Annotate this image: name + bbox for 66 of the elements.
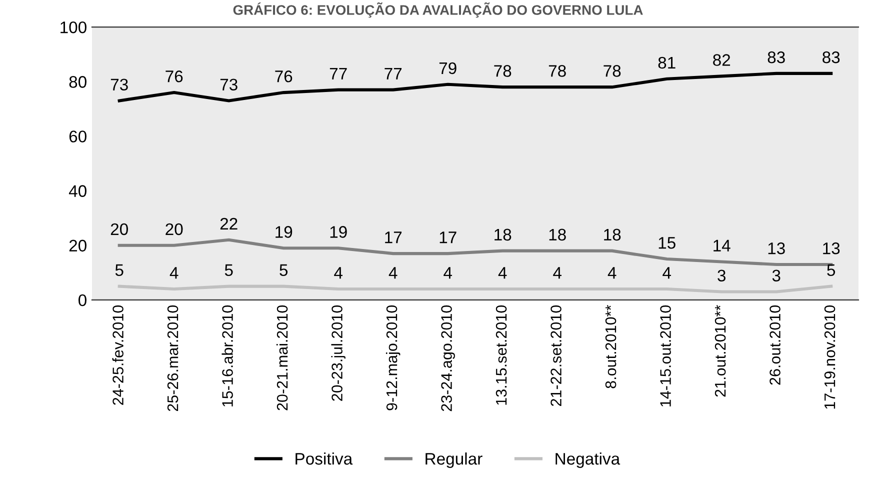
data-label: 77 xyxy=(384,68,402,80)
legend-label: Regular xyxy=(426,452,482,468)
data-label: 73 xyxy=(110,78,128,90)
data-label: 22 xyxy=(220,218,238,230)
y-tick-label: 20 xyxy=(69,240,86,252)
data-label: 4 xyxy=(662,267,671,279)
x-tick-label: 15-16.abr.2010 xyxy=(222,305,233,406)
data-label: 4 xyxy=(334,267,342,279)
data-label: 19 xyxy=(276,226,292,238)
y-tick-label: 60 xyxy=(69,130,86,142)
x-tick-label: 24-25.fev.2010 xyxy=(112,305,124,405)
x-tick-label: 17-19.nov.2010 xyxy=(824,305,836,409)
data-label: 5 xyxy=(827,264,836,276)
data-label: 4 xyxy=(388,267,398,279)
data-label: 13 xyxy=(768,242,785,254)
data-label: 13 xyxy=(823,242,840,254)
data-label: 20 xyxy=(166,223,183,236)
data-label: 83 xyxy=(822,51,840,64)
data-label: 18 xyxy=(604,228,621,241)
x-tick-label: 20-23.jul.2010 xyxy=(331,305,346,401)
x-tick-label: 21.out.2010** xyxy=(714,305,726,397)
data-label: 19 xyxy=(330,226,347,238)
data-label: 4 xyxy=(553,267,562,279)
x-tick-label: 13.15.set.2010 xyxy=(496,305,507,405)
data-label: 14 xyxy=(714,240,730,252)
data-label: 3 xyxy=(772,270,780,282)
x-tick-label: 23-24.ago.2010 xyxy=(441,305,455,412)
x-tick-label: 9-12.majo.2010 xyxy=(386,305,400,410)
x-tick-label: 20-21.mai.2010 xyxy=(276,305,288,410)
x-tick-label: 8.out.2010** xyxy=(605,305,616,388)
y-tick-label: 0 xyxy=(78,294,86,306)
data-label: 78 xyxy=(494,65,512,77)
data-label: 4 xyxy=(170,267,178,279)
data-label: 17 xyxy=(440,232,456,244)
data-label: 83 xyxy=(768,51,785,64)
x-tick-label: 21-22.set.2010 xyxy=(550,305,562,406)
data-label: 5 xyxy=(224,264,233,276)
data-label: 73 xyxy=(220,78,238,90)
data-label: 79 xyxy=(439,62,456,74)
data-label: 4 xyxy=(608,267,616,279)
x-tick-label: 25-26.mar.2010 xyxy=(167,305,178,412)
data-label: 5 xyxy=(280,264,288,276)
data-label: 18 xyxy=(549,228,566,241)
legend-label: Positiva xyxy=(296,452,353,465)
data-label: 3 xyxy=(718,270,726,282)
data-label: 4 xyxy=(498,267,507,279)
data-label: 78 xyxy=(604,65,621,77)
data-label: 5 xyxy=(115,264,124,276)
chart-title: GRÁFICO 6: EVOLUÇÃO DA AVALIAÇÃO DO GOVERNO LULA xyxy=(233,2,643,18)
y-tick-label: 100 xyxy=(60,21,86,34)
data-label: 76 xyxy=(275,70,292,82)
data-label: 77 xyxy=(330,68,347,80)
x-tick-label: 14-15.out.2010 xyxy=(660,305,671,406)
data-label: 78 xyxy=(548,65,566,77)
x-tick-label: 26.out.2010 xyxy=(770,305,780,385)
data-label: 18 xyxy=(494,228,512,241)
data-label: 81 xyxy=(658,56,676,69)
data-label: 20 xyxy=(110,223,128,236)
legend-label: Negativa xyxy=(556,452,620,468)
data-label: 15 xyxy=(658,237,676,249)
data-label: 4 xyxy=(444,267,452,279)
data-label: 76 xyxy=(166,70,183,82)
data-label: 82 xyxy=(713,54,730,66)
y-tick-label: 40 xyxy=(68,185,86,197)
y-tick-label: 80 xyxy=(69,76,86,88)
data-label: 17 xyxy=(385,232,402,244)
